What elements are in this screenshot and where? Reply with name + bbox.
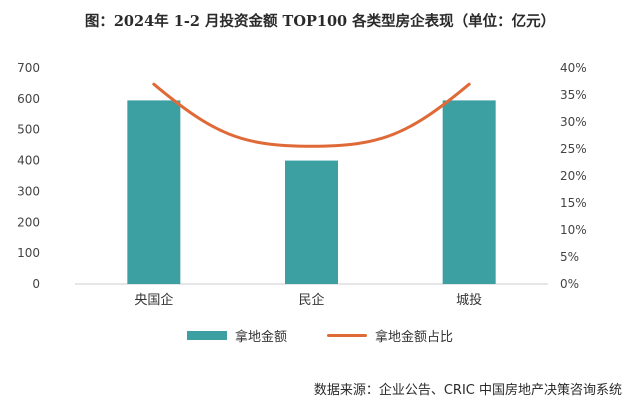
x-tick-label: 城投: [456, 292, 482, 308]
y-tick-label: 0: [32, 277, 40, 291]
bar: [127, 100, 181, 285]
y2-tick-label: 40%: [560, 61, 587, 75]
legend-label-line: 拿地金额占比: [375, 330, 454, 345]
legend-label-bar: 拿地金额: [234, 330, 287, 345]
y2-tick-label: 10%: [560, 223, 587, 237]
legend-item-bar: 拿地金额: [186, 326, 287, 345]
x-tick-label: 央国企: [134, 292, 173, 308]
series-line-share: [152, 82, 471, 148]
y2-tick-label: 5%: [560, 250, 579, 264]
y-tick-label: 200: [17, 215, 40, 229]
y2-tick-label: 0%: [560, 277, 579, 291]
source-note: 数据来源：企业公告、CRIC 中国房地产决策咨询系统: [313, 383, 622, 398]
y-tick-label: 100: [17, 246, 40, 260]
y-tick-label: 600: [17, 92, 40, 106]
y2-tick-label: 30%: [560, 115, 587, 129]
y-tick-label: 700: [17, 61, 40, 75]
legend-swatch-bar: [186, 331, 227, 340]
bars: [127, 100, 496, 285]
x-tick-label: 民企: [298, 292, 324, 308]
bar: [285, 160, 338, 284]
legend-swatch-line: [327, 334, 367, 337]
y2-tick-label: 35%: [560, 88, 587, 102]
combo-chart: 0 100 200 300 400 500 600 700 0% 5% 10% 15% 20% 25% 3…: [17, 61, 587, 308]
y2-tick-label: 20%: [560, 169, 587, 183]
y-tick-label: 400: [17, 154, 40, 168]
chart-title: 图：2024年 1-2 月投资金额 TOP100 各类型房企表现（单位：亿元）: [84, 13, 556, 30]
bar: [442, 100, 496, 285]
y2-tick-label: 25%: [560, 142, 587, 156]
y2-tick-label: 15%: [560, 196, 587, 210]
legend-item-line: 拿地金额占比: [327, 326, 453, 345]
legend: 拿地金额 拿地金额占比: [0, 326, 640, 345]
left-axis-ticks: 0 100 200 300 400 500 600 700: [17, 61, 40, 291]
x-axis-labels: 央国企 民企 城投: [134, 292, 482, 308]
right-axis-ticks: 0% 5% 10% 15% 20% 25% 30% 35% 40%: [560, 61, 587, 291]
y-tick-label: 300: [17, 184, 40, 198]
y-tick-label: 500: [17, 123, 40, 137]
